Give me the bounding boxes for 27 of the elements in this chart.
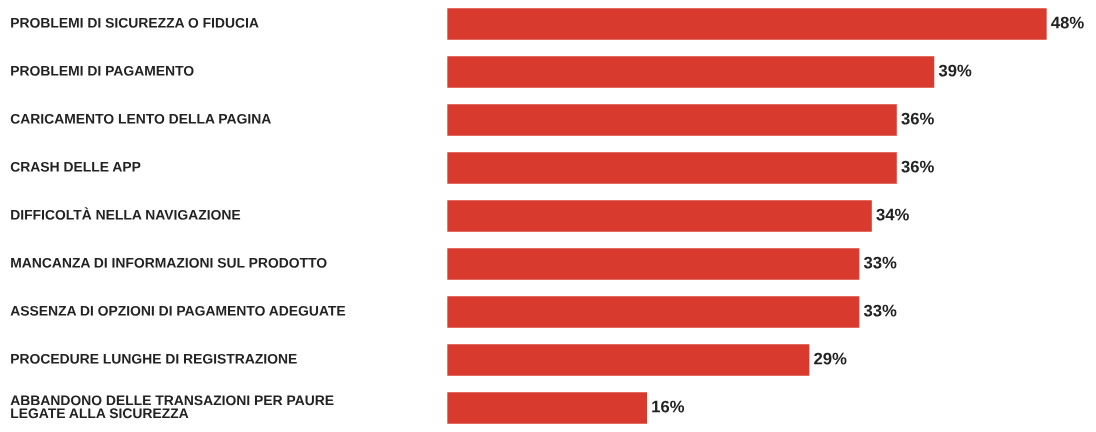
data-label: 34% [876,208,909,221]
y-tick-label: CARICAMENTO LENTO DELLA PAGINA [10,113,271,124]
bar [447,104,897,136]
data-label: 16% [652,400,685,413]
y-tick-label: CRASH DELLE APP [10,161,141,172]
bar [447,8,1047,40]
y-tick-label: PROBLEMI DI PAGAMENTO [11,65,194,76]
data-label: 33% [863,256,897,269]
bar [447,296,860,328]
y-tick-label: PROBLEMI DI SICUREZZA O FIDUCIA [11,17,259,28]
data-label: 48% [1051,16,1084,29]
y-tick-label: PROCEDURE LUNGHE DI REGISTRAZIONE [11,353,297,364]
bar [447,56,935,88]
y-tick-label: ABBANDONO DELLE TRANSAZIONI PER PAURE LEGATE ALLA SICUREZZA [10,395,334,419]
data-label: 36% [901,112,934,125]
bar [447,152,897,184]
bar [447,344,810,376]
data-label: 29% [814,352,847,365]
bar [447,248,860,280]
bar [447,392,647,424]
data-label: 39% [938,64,972,77]
y-tick-label: ASSENZA DI OPZIONI DI PAGAMENTO ADEGUATE [10,305,346,316]
bar [447,200,872,232]
y-tick-label: DIFFICOLTÀ NELLA NAVIGAZIONE [11,207,241,220]
data-label: 36% [901,160,934,173]
y-tick-label: MANCANZA DI INFORMAZIONI SUL PRODOTTO [11,257,327,268]
data-label: 33% [863,304,897,317]
